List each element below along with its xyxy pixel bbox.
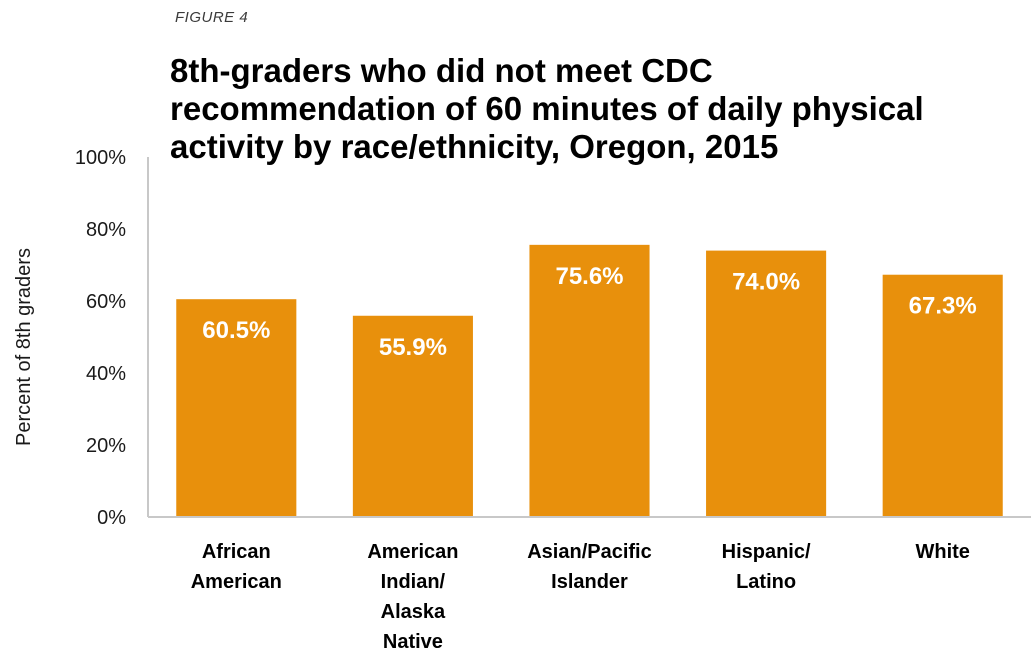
chart-title-line-3: activity by race/ethnicity, Oregon, 2015 xyxy=(170,128,779,165)
y-tick-label: 20% xyxy=(86,435,126,457)
y-tick-label: 40% xyxy=(86,363,126,385)
x-category-label: American xyxy=(191,571,282,593)
y-axis-title: Percent of 8th graders xyxy=(13,248,35,446)
x-category-label: Hispanic/ xyxy=(722,541,811,563)
bar xyxy=(176,299,297,517)
x-category-label: American xyxy=(367,541,458,563)
x-category-label: Latino xyxy=(736,571,796,593)
x-category-label: African xyxy=(202,541,271,563)
chart-title: 8th-graders who did not meet CDC recomme… xyxy=(170,52,1020,166)
bar xyxy=(706,250,827,517)
x-category-label: Native xyxy=(383,631,443,653)
bar xyxy=(352,315,473,517)
y-tick-label: 100% xyxy=(75,147,126,169)
x-category-label: Alaska xyxy=(381,601,446,623)
bar-data-label: 75.6% xyxy=(555,263,623,290)
chart-title-line-2: recommendation of 60 minutes of daily ph… xyxy=(170,90,924,127)
x-category-label: Asian/Pacific xyxy=(527,541,652,563)
chart-title-line-1: 8th-graders who did not meet CDC xyxy=(170,52,713,89)
bar xyxy=(529,244,650,517)
y-tick-label: 80% xyxy=(86,219,126,241)
bar-data-label: 74.0% xyxy=(732,269,800,296)
x-category-label: Indian/ xyxy=(381,571,446,593)
bar-data-label: 55.9% xyxy=(379,334,447,361)
y-tick-label: 60% xyxy=(86,291,126,313)
x-axis: African American American Indian/Alaska Nati… xyxy=(148,516,1031,653)
x-category-label: White xyxy=(915,541,969,563)
y-tick-label: 0% xyxy=(97,507,126,529)
bar-data-label: 60.5% xyxy=(202,317,270,344)
x-category-label: Islander xyxy=(551,571,628,593)
y-axis: 0% 20% 40% 60% 80% 100% Percent of 8th graders xyxy=(13,147,149,529)
figure-label: FIGURE 4 xyxy=(175,9,249,26)
bar xyxy=(882,274,1003,517)
bars: 60.5% 55.9% 75.6% 74.0% 67.3% xyxy=(176,244,1003,517)
bar-data-label: 67.3% xyxy=(909,293,977,320)
